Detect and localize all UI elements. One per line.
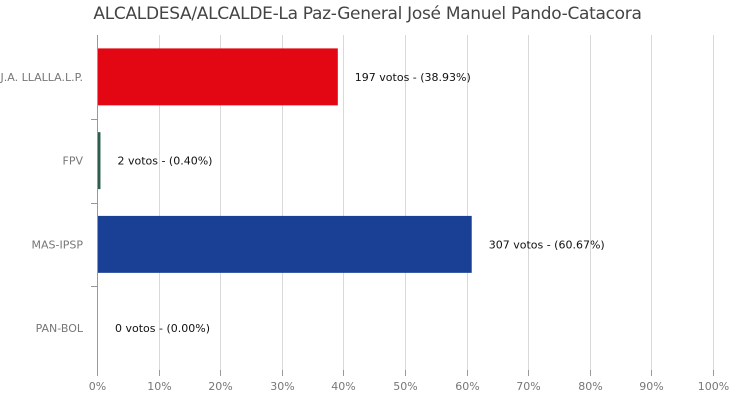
- data-label: 307 votos - (60.67%): [489, 238, 605, 251]
- x-tick-label: 60%: [455, 380, 479, 393]
- data-label: 0 votos - (0.00%): [115, 322, 210, 335]
- x-tick-label: 10%: [147, 380, 171, 393]
- category-label: FPV: [63, 155, 84, 168]
- data-label: 2 votos - (0.40%): [117, 155, 212, 168]
- x-tick-label: 20%: [208, 380, 232, 393]
- chart-title: ALCALDESA/ALCALDE-La Paz-General José Ma…: [93, 4, 642, 24]
- data-label: 197 votos - (38.93%): [355, 71, 471, 84]
- x-tick-label: 50%: [393, 380, 417, 393]
- category-label: MAS-IPSP: [32, 238, 84, 251]
- x-tick-label: 0%: [89, 380, 106, 393]
- x-tick-label: 80%: [578, 380, 602, 393]
- category-label: J.A. LLALLA.L.P.: [0, 71, 83, 84]
- bar: [98, 132, 101, 190]
- x-tick-label: 100%: [698, 380, 729, 393]
- x-tick-label: 30%: [270, 380, 294, 393]
- bar: [98, 215, 472, 273]
- x-tick-label: 70%: [516, 380, 540, 393]
- x-tick-label: 40%: [331, 380, 355, 393]
- x-tick-label: 90%: [639, 380, 663, 393]
- category-label: PAN-BOL: [36, 322, 84, 335]
- bar: [98, 48, 338, 106]
